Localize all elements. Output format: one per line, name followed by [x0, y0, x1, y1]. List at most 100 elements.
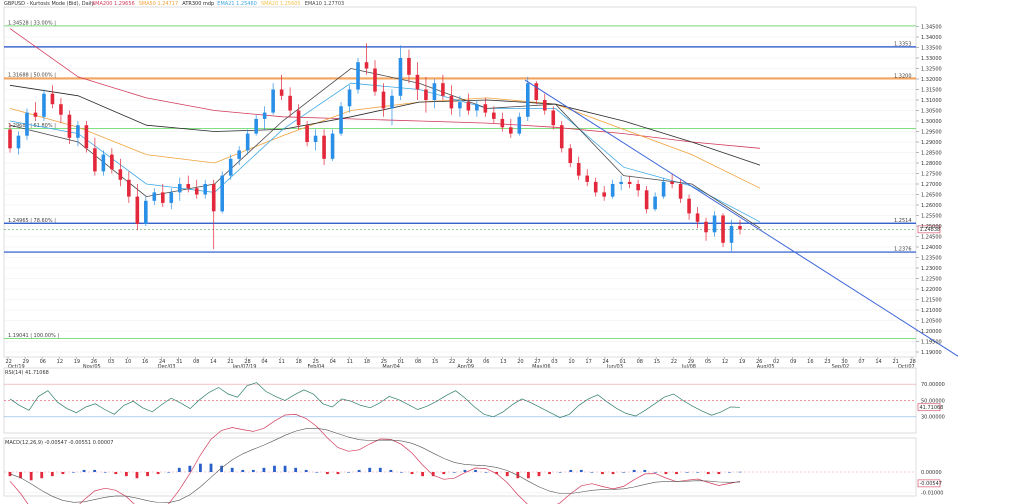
date-tick-label: 10	[568, 359, 574, 365]
macd-histogram-bar	[495, 472, 499, 475]
candle-body	[84, 125, 89, 149]
macd-histogram-bar	[40, 472, 44, 479]
candle-body	[93, 148, 97, 172]
candle-body	[466, 102, 471, 111]
price-tick-label: 1.26000	[921, 203, 942, 209]
macd-histogram-bar	[336, 472, 340, 475]
candle-body	[127, 179, 131, 197]
price-tick-label: 1.29500	[921, 129, 942, 135]
candle-body	[279, 89, 284, 96]
indicator-label: EMA21 1.25460	[217, 1, 257, 7]
candle-body	[712, 215, 717, 233]
indicator-label: SMA20 1.25605	[261, 1, 301, 7]
horizontal-levels: 1.34528 | 33.00% | 1.3353 1.31688 | 50.00%…	[4, 20, 941, 339]
price-axis: 1.34500 1.34000 1.33500 1.33000 1.32500 1.320…	[916, 24, 942, 356]
candle-body	[500, 118, 505, 128]
price-tick-label: 1.19000	[921, 350, 942, 356]
candle-body	[110, 154, 114, 170]
candle-body	[322, 135, 326, 159]
price-tick-label: 1.24000	[921, 245, 942, 251]
candles	[8, 43, 742, 252]
macd-histogram-bar	[304, 469, 308, 472]
date-tick-label: 29	[23, 359, 29, 365]
rsi-label: RSI(14) 41.71068	[5, 370, 49, 376]
descending-trendline	[524, 79, 959, 357]
price-tick-label: 1.34500	[921, 24, 942, 30]
macd-histogram-bar	[653, 472, 657, 473]
price-tick-label: 1.33500	[921, 45, 942, 51]
date-tick-label: 04	[330, 359, 336, 365]
candle-body	[118, 169, 123, 180]
candle-body	[695, 213, 700, 222]
date-axis: 22 29 06 12 19 26 03 10 16 24 31 08 14 21 28 04 11 18 25 04…	[6, 357, 916, 370]
chart-header: GBPUSD - Kurtosis Mode (Bid), Daily SMA2…	[4, 1, 344, 7]
symbol-label: GBPUSD - Kurtosis Mode (Bid), Daily	[4, 1, 94, 7]
macd-histogram-bar	[643, 469, 647, 472]
date-tick-label: 23	[824, 359, 830, 365]
macd-histogram-bar	[251, 469, 255, 472]
date-tick-label: 04	[261, 359, 267, 365]
moving-average-line	[9, 84, 761, 166]
date-tick-label: 08	[637, 359, 643, 365]
candle-body	[271, 89, 275, 113]
date-tick-label: 27	[534, 359, 540, 365]
month-label: Aug/05	[757, 364, 775, 370]
month-label: Sep/02	[832, 364, 849, 370]
indicator-label: EMA10 1.27703	[305, 1, 345, 7]
price-tick-label: 1.30500	[921, 108, 942, 114]
macd-histogram-bar	[325, 472, 329, 475]
moving-average-line	[9, 28, 761, 149]
candle-body	[678, 184, 683, 199]
candle-body	[424, 89, 428, 100]
rsi-tick-label: 70.00000	[921, 382, 945, 388]
macd-histogram-bar	[220, 465, 223, 472]
candle-body	[25, 112, 29, 136]
candle-body	[356, 62, 360, 90]
rsi-current-box	[917, 403, 941, 412]
candle-body	[262, 112, 267, 119]
candle-body	[364, 62, 369, 69]
price-tick-label: 1.27500	[921, 171, 942, 177]
macd-histogram-bar	[357, 469, 361, 472]
rsi-pane: RSI(14) 41.71068 70.00000 50.00000 30.0000…	[3, 367, 945, 434]
macd-histogram-bar	[537, 472, 541, 477]
candle-body	[407, 58, 411, 75]
date-tick-label: 21	[227, 359, 233, 365]
macd-histogram-bar	[474, 469, 477, 472]
price-tick-label: 1.21000	[921, 308, 942, 314]
date-tick-label: 26	[756, 359, 762, 365]
candle-body	[169, 192, 174, 203]
macd-histogram-bar	[452, 472, 456, 473]
level-label: 1.29683 | 61.80% |	[8, 123, 56, 129]
candle-body	[50, 93, 55, 105]
candle-body	[152, 192, 157, 201]
candle-body	[296, 110, 301, 126]
candle-body	[67, 114, 72, 138]
candle-body	[593, 181, 598, 193]
date-tick-label: 21	[892, 359, 898, 365]
macd-histogram-bar	[103, 472, 107, 473]
macd-histogram-bar	[72, 472, 75, 473]
macd-histogram-bar	[632, 469, 636, 472]
macd-histogram-bar	[569, 469, 573, 472]
candle-body	[534, 83, 539, 100]
candle-body	[738, 226, 742, 230]
level-label: 1.2376	[894, 247, 912, 253]
macd-histogram-bar	[728, 472, 731, 473]
candle-body	[525, 83, 530, 117]
candle-body	[135, 196, 140, 224]
candle-body	[551, 110, 556, 126]
candle-body	[339, 106, 343, 134]
rsi-current-label: 41.71068	[920, 405, 944, 411]
candle-body	[381, 91, 386, 109]
macd-histogram-bar	[188, 465, 192, 472]
price-tick-label: 1.21500	[921, 297, 942, 303]
date-tick-label: 10	[125, 359, 131, 365]
macd-histogram-bar	[590, 472, 594, 473]
price-tick-label: 1.23000	[921, 266, 942, 272]
macd-histogram-bar	[146, 472, 149, 477]
date-tick-label: 15	[654, 359, 660, 365]
month-label: Mar/04	[382, 364, 399, 370]
month-label: Dec/03	[158, 364, 176, 370]
date-tick-label: 19	[74, 359, 80, 365]
